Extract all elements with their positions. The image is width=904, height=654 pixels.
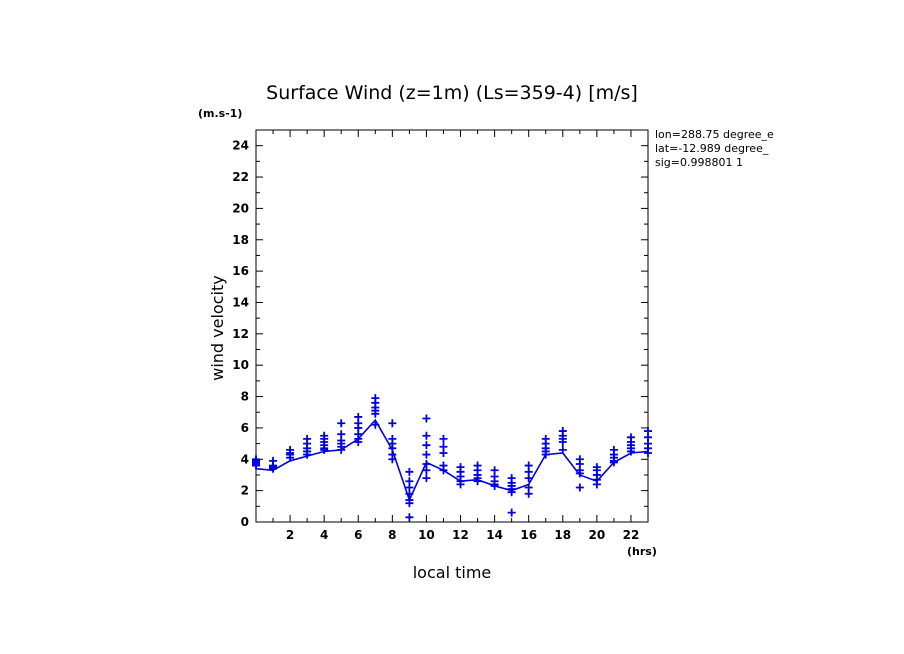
data-point-marker xyxy=(422,414,431,423)
data-point-marker xyxy=(371,420,380,429)
x-tick-label: 22 xyxy=(623,528,640,542)
data-point-marker xyxy=(644,449,652,458)
data-point-marker xyxy=(609,458,618,467)
info-lon: lon=288.75 degree_e xyxy=(655,128,774,141)
axis-ticks xyxy=(256,130,648,522)
y-tick-label: 20 xyxy=(232,201,249,215)
y-tick-label: 4 xyxy=(241,452,249,466)
x-unit-label: (hrs) xyxy=(627,545,657,558)
data-point-marker xyxy=(303,450,312,459)
x-tick-label: 20 xyxy=(589,528,606,542)
data-point-marker xyxy=(388,455,397,464)
y-axis-label: wind velocity xyxy=(208,275,227,380)
data-point-marker xyxy=(405,499,414,508)
data-point-marker xyxy=(626,447,635,456)
info-sig: sig=0.998801 1 xyxy=(655,156,743,169)
data-point-marker xyxy=(541,450,550,459)
info-lat: lat=-12.989 degree_ xyxy=(655,142,769,155)
data-point-marker xyxy=(456,480,465,489)
data-point-marker xyxy=(371,409,380,418)
data-point-marker xyxy=(592,480,601,489)
data-point-marker xyxy=(558,445,567,454)
data-point-marker xyxy=(422,466,431,475)
y-tick-label: 0 xyxy=(241,515,249,529)
x-tick-label: 8 xyxy=(388,528,396,542)
y-tick-label: 8 xyxy=(241,390,249,404)
data-point-marker xyxy=(524,474,533,483)
mean-wind-line xyxy=(255,418,649,503)
y-tick-label: 24 xyxy=(232,139,249,153)
data-point-marker xyxy=(337,419,346,428)
info-clip-mask xyxy=(780,128,904,170)
data-point-marker xyxy=(558,438,567,447)
data-point-marker xyxy=(473,477,482,486)
data-point-marker xyxy=(269,464,278,473)
chart-title: Surface Wind (z=1m) (Ls=359-4) [m/s] xyxy=(266,82,638,104)
data-point-marker xyxy=(524,489,533,498)
y-tick-label: 22 xyxy=(232,170,249,184)
data-point-marker xyxy=(575,483,584,492)
data-point-marker xyxy=(439,434,448,443)
data-point-marker xyxy=(354,438,363,447)
plot-frame xyxy=(255,129,649,523)
series-layer xyxy=(252,394,652,522)
y-tick-label: 16 xyxy=(232,264,249,278)
data-point-marker xyxy=(507,488,516,497)
x-tick-label: 16 xyxy=(520,528,537,542)
x-tick-label: 4 xyxy=(320,528,328,542)
x-tick-label: 14 xyxy=(486,528,503,542)
data-point-marker xyxy=(422,450,431,459)
y-tick-label: 2 xyxy=(241,484,249,498)
data-point-marker xyxy=(439,449,448,458)
data-point-marker xyxy=(320,445,329,454)
y-tick-label: 10 xyxy=(232,358,249,372)
y-tick-label: 12 xyxy=(232,327,249,341)
x-axis-label: local time xyxy=(413,563,492,582)
data-point-marker xyxy=(422,431,431,440)
data-point-marker xyxy=(405,467,414,476)
y-tick-label: 6 xyxy=(241,421,249,435)
x-tick-label: 10 xyxy=(418,528,435,542)
data-point-marker xyxy=(575,469,584,478)
x-tick-label: 6 xyxy=(354,528,362,542)
data-point-marker xyxy=(422,474,431,483)
y-tick-label: 14 xyxy=(232,295,249,309)
data-point-marker xyxy=(439,466,448,475)
data-point-marker xyxy=(286,453,295,462)
data-point-marker xyxy=(337,445,346,454)
y-tick-label: 18 xyxy=(232,233,249,247)
data-point-marker xyxy=(405,513,414,522)
data-point-marker xyxy=(388,419,397,428)
data-point-marker xyxy=(252,461,260,470)
data-point-marker xyxy=(490,481,499,490)
x-tick-label: 12 xyxy=(452,528,469,542)
data-point-marker xyxy=(507,508,516,517)
x-tick-label: 2 xyxy=(286,528,294,542)
data-point-marker xyxy=(422,441,431,450)
x-tick-label: 18 xyxy=(554,528,571,542)
units-label: (m.s-1) xyxy=(198,107,242,120)
